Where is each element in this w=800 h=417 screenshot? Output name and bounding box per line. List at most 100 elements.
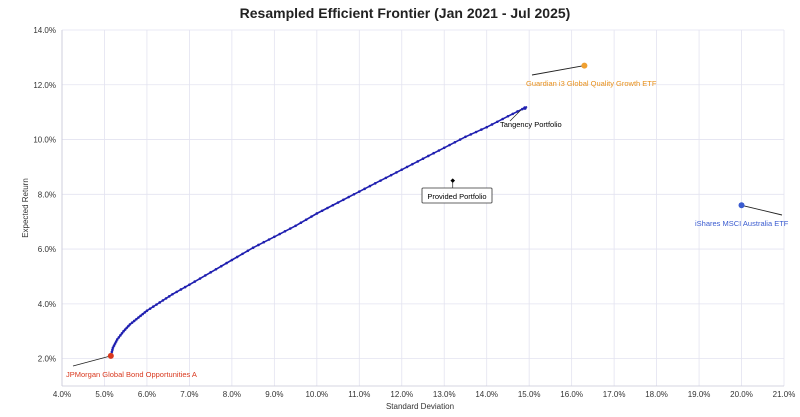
frontier-point xyxy=(161,299,165,302)
frontier-point xyxy=(175,290,178,294)
frontier-point xyxy=(128,323,132,326)
frontier-point xyxy=(158,301,161,304)
frontier-point xyxy=(506,114,510,118)
frontier-point xyxy=(198,277,202,280)
y-tick-label: 4.0% xyxy=(38,300,56,309)
frontier-point xyxy=(320,209,324,213)
frontier-point xyxy=(145,309,149,312)
frontier-point xyxy=(130,321,134,324)
guardian-leader-line xyxy=(531,65,585,76)
chart-title: Resampled Efficient Frontier (Jan 2021 -… xyxy=(240,5,571,21)
frontier-point xyxy=(278,232,281,236)
frontier-point xyxy=(357,190,361,193)
frontier-point xyxy=(230,258,234,262)
tangency-leader-line xyxy=(509,109,522,122)
frontier-point xyxy=(501,117,504,121)
frontier-point xyxy=(137,316,140,319)
frontier-point xyxy=(485,125,489,129)
frontier-point xyxy=(416,160,419,163)
frontier-point xyxy=(384,176,388,180)
x-tick-label: 5.0% xyxy=(95,390,113,399)
jpmorgan-leader-line xyxy=(72,355,111,367)
frontier-point xyxy=(113,342,117,345)
tangency-point xyxy=(523,106,527,110)
x-tick-label: 8.0% xyxy=(223,390,241,399)
frontier-point xyxy=(448,143,451,147)
x-tick-label: 21.0% xyxy=(773,390,796,399)
frontier-point xyxy=(111,346,115,349)
frontier-point xyxy=(437,149,441,152)
frontier-point xyxy=(167,295,171,298)
frontier-point xyxy=(516,110,519,113)
frontier-point xyxy=(405,165,409,169)
y-tick-label: 14.0% xyxy=(33,26,56,35)
x-tick-label: 18.0% xyxy=(645,390,668,399)
y-tick-label: 10.0% xyxy=(33,136,56,145)
frontier-point xyxy=(342,198,345,202)
frontier-point xyxy=(115,338,119,341)
frontier-point xyxy=(127,324,130,328)
provided-label: Provided Portfolio xyxy=(427,192,486,201)
x-tick-label: 11.0% xyxy=(348,390,370,399)
y-tick-label: 12.0% xyxy=(33,81,56,90)
frontier-point xyxy=(112,344,116,347)
frontier-point xyxy=(336,201,340,204)
frontier-point xyxy=(474,130,478,134)
frontier-point xyxy=(421,157,425,161)
frontier-point xyxy=(496,120,499,124)
frontier-point xyxy=(267,238,271,241)
frontier-point xyxy=(490,123,494,126)
x-tick-label: 19.0% xyxy=(688,390,711,399)
frontier-point xyxy=(520,107,524,111)
y-tick-label: 6.0% xyxy=(38,245,56,254)
x-tick-label: 10.0% xyxy=(305,390,328,399)
x-tick-label: 16.0% xyxy=(560,390,583,399)
frontier-point xyxy=(225,261,228,265)
frontier-point xyxy=(400,168,404,171)
frontier-point xyxy=(395,171,398,174)
frontier-point xyxy=(352,193,356,196)
jpmorgan-point xyxy=(107,352,114,359)
frontier-point xyxy=(480,128,483,131)
frontier-point xyxy=(117,336,121,339)
tangency-label: Tangency Portfolio xyxy=(500,120,562,129)
frontier-point xyxy=(171,292,174,296)
frontier-point xyxy=(469,133,473,136)
frontier-point xyxy=(464,135,467,139)
frontier-point xyxy=(164,297,168,300)
x-axis-label: Standard Deviation xyxy=(386,402,454,411)
frontier-point xyxy=(188,283,191,286)
frontier-point xyxy=(219,264,223,268)
x-tick-label: 12.0% xyxy=(390,390,413,399)
frontier-point xyxy=(458,138,462,141)
frontier-point xyxy=(432,151,435,155)
frontier-point xyxy=(114,340,118,343)
frontier-point xyxy=(310,215,313,218)
x-tick-label: 17.0% xyxy=(603,390,626,399)
frontier-point xyxy=(427,154,430,158)
guardian-point xyxy=(581,62,588,69)
frontier-point xyxy=(111,348,114,352)
x-tick-label: 20.0% xyxy=(730,390,753,399)
frontier-point xyxy=(326,206,329,210)
frontier-point xyxy=(135,317,138,321)
frontier-point xyxy=(214,267,218,271)
x-tick-label: 7.0% xyxy=(180,390,198,399)
frontier-point xyxy=(155,303,158,306)
x-tick-label: 9.0% xyxy=(265,390,283,399)
frontier-point xyxy=(273,235,276,239)
provided-portfolio-point xyxy=(450,178,456,183)
frontier-line xyxy=(110,105,528,357)
frontier-point xyxy=(288,227,292,230)
x-tick-label: 15.0% xyxy=(518,390,541,399)
x-tick-label: 6.0% xyxy=(138,390,156,399)
frontier-point xyxy=(143,311,147,314)
frontier-point xyxy=(141,312,144,316)
y-tick-label: 8.0% xyxy=(38,190,56,199)
ishares-label: iShares MSCI Australia ETF xyxy=(695,219,789,228)
y-tick-label: 2.0% xyxy=(38,355,56,364)
frontier-point xyxy=(125,326,129,330)
frontier-point xyxy=(241,252,244,256)
frontier-point xyxy=(183,285,187,289)
